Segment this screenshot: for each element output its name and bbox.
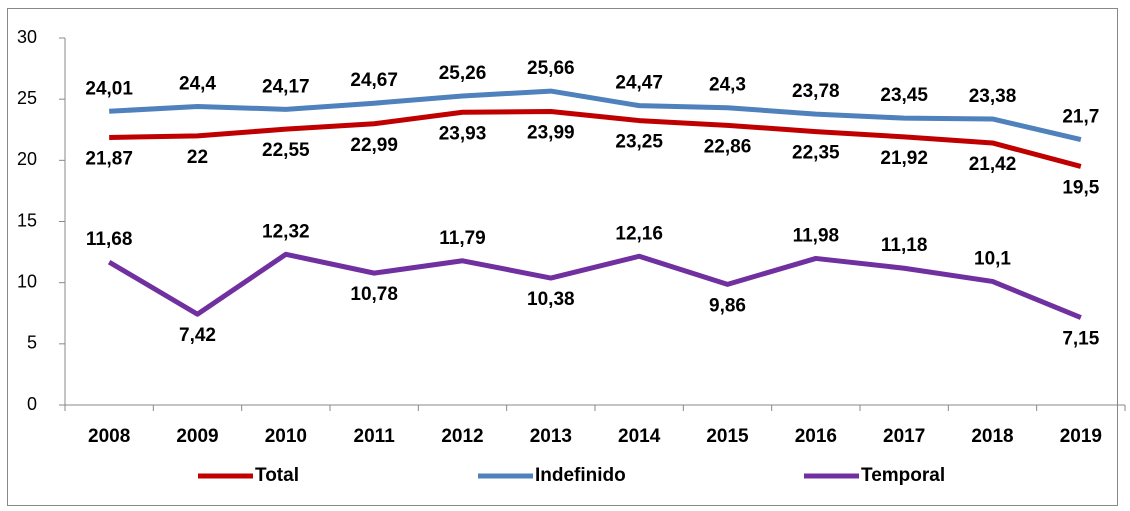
data-label: 11,68 <box>86 229 133 250</box>
legend-label: Indefinido <box>535 465 626 486</box>
data-label: 11,98 <box>793 225 840 246</box>
data-label: 10,1 <box>974 248 1011 269</box>
data-label: 24,01 <box>85 78 133 99</box>
data-label: 23,93 <box>439 123 487 144</box>
data-label: 11,18 <box>881 235 928 256</box>
data-label: 12,16 <box>615 223 663 244</box>
legend-label: Total <box>255 465 299 486</box>
data-label: 21,42 <box>969 154 1017 175</box>
data-label: 10,78 <box>350 284 398 305</box>
data-label: 7,15 <box>1062 329 1099 350</box>
data-label: 22,99 <box>350 135 398 156</box>
data-label: 22,55 <box>262 140 310 161</box>
series-line <box>107 251 1082 320</box>
data-label: 11,79 <box>439 228 486 249</box>
x-tick-label: 2015 <box>706 426 749 447</box>
x-tick-label: 2018 <box>971 426 1013 447</box>
data-label: 24,17 <box>262 76 310 97</box>
x-tick-label: 2016 <box>795 426 837 447</box>
x-tick-label: 2017 <box>883 426 925 447</box>
data-label: 21,7 <box>1062 107 1099 128</box>
data-label: 12,32 <box>262 221 310 242</box>
y-tick-label: 30 <box>17 27 37 47</box>
data-label: 7,42 <box>179 325 216 346</box>
data-label: 24,3 <box>709 75 746 96</box>
y-tick-label: 0 <box>27 394 37 414</box>
data-label: 19,5 <box>1062 177 1099 198</box>
data-label: 21,92 <box>880 148 928 169</box>
data-label: 23,45 <box>880 85 928 106</box>
series-line <box>109 88 1082 142</box>
x-tick-label: 2011 <box>354 426 396 447</box>
x-tick-label: 2013 <box>530 426 572 447</box>
y-tick-label: 20 <box>17 149 37 169</box>
x-tick-label: 2008 <box>88 426 130 447</box>
data-label: 23,38 <box>969 86 1017 107</box>
data-label: 21,87 <box>85 148 133 169</box>
data-label: 24,47 <box>615 73 663 94</box>
y-tick-label: 10 <box>17 271 37 291</box>
y-tick-label: 5 <box>27 333 37 353</box>
x-tick-label: 2019 <box>1060 426 1102 447</box>
data-label: 22 <box>187 147 208 168</box>
data-label: 25,66 <box>527 58 575 79</box>
data-label: 9,86 <box>709 295 746 316</box>
x-tick-label: 2009 <box>176 426 218 447</box>
data-label: 24,4 <box>179 74 216 95</box>
data-label: 22,86 <box>704 136 752 157</box>
data-label: 25,26 <box>439 63 487 84</box>
x-tick-label: 2012 <box>441 426 483 447</box>
x-tick-label: 2010 <box>265 426 307 447</box>
series-line <box>109 109 1082 169</box>
y-tick-label: 25 <box>17 88 37 108</box>
data-label: 24,67 <box>350 70 398 91</box>
data-label: 10,38 <box>527 289 575 310</box>
data-label: 22,35 <box>792 143 840 164</box>
legend-label: Temporal <box>861 465 945 486</box>
y-tick-label: 15 <box>17 210 37 230</box>
data-label: 23,78 <box>792 81 840 102</box>
data-label: 23,99 <box>527 123 575 144</box>
x-tick-label: 2014 <box>618 426 661 447</box>
data-label: 23,25 <box>615 132 663 153</box>
